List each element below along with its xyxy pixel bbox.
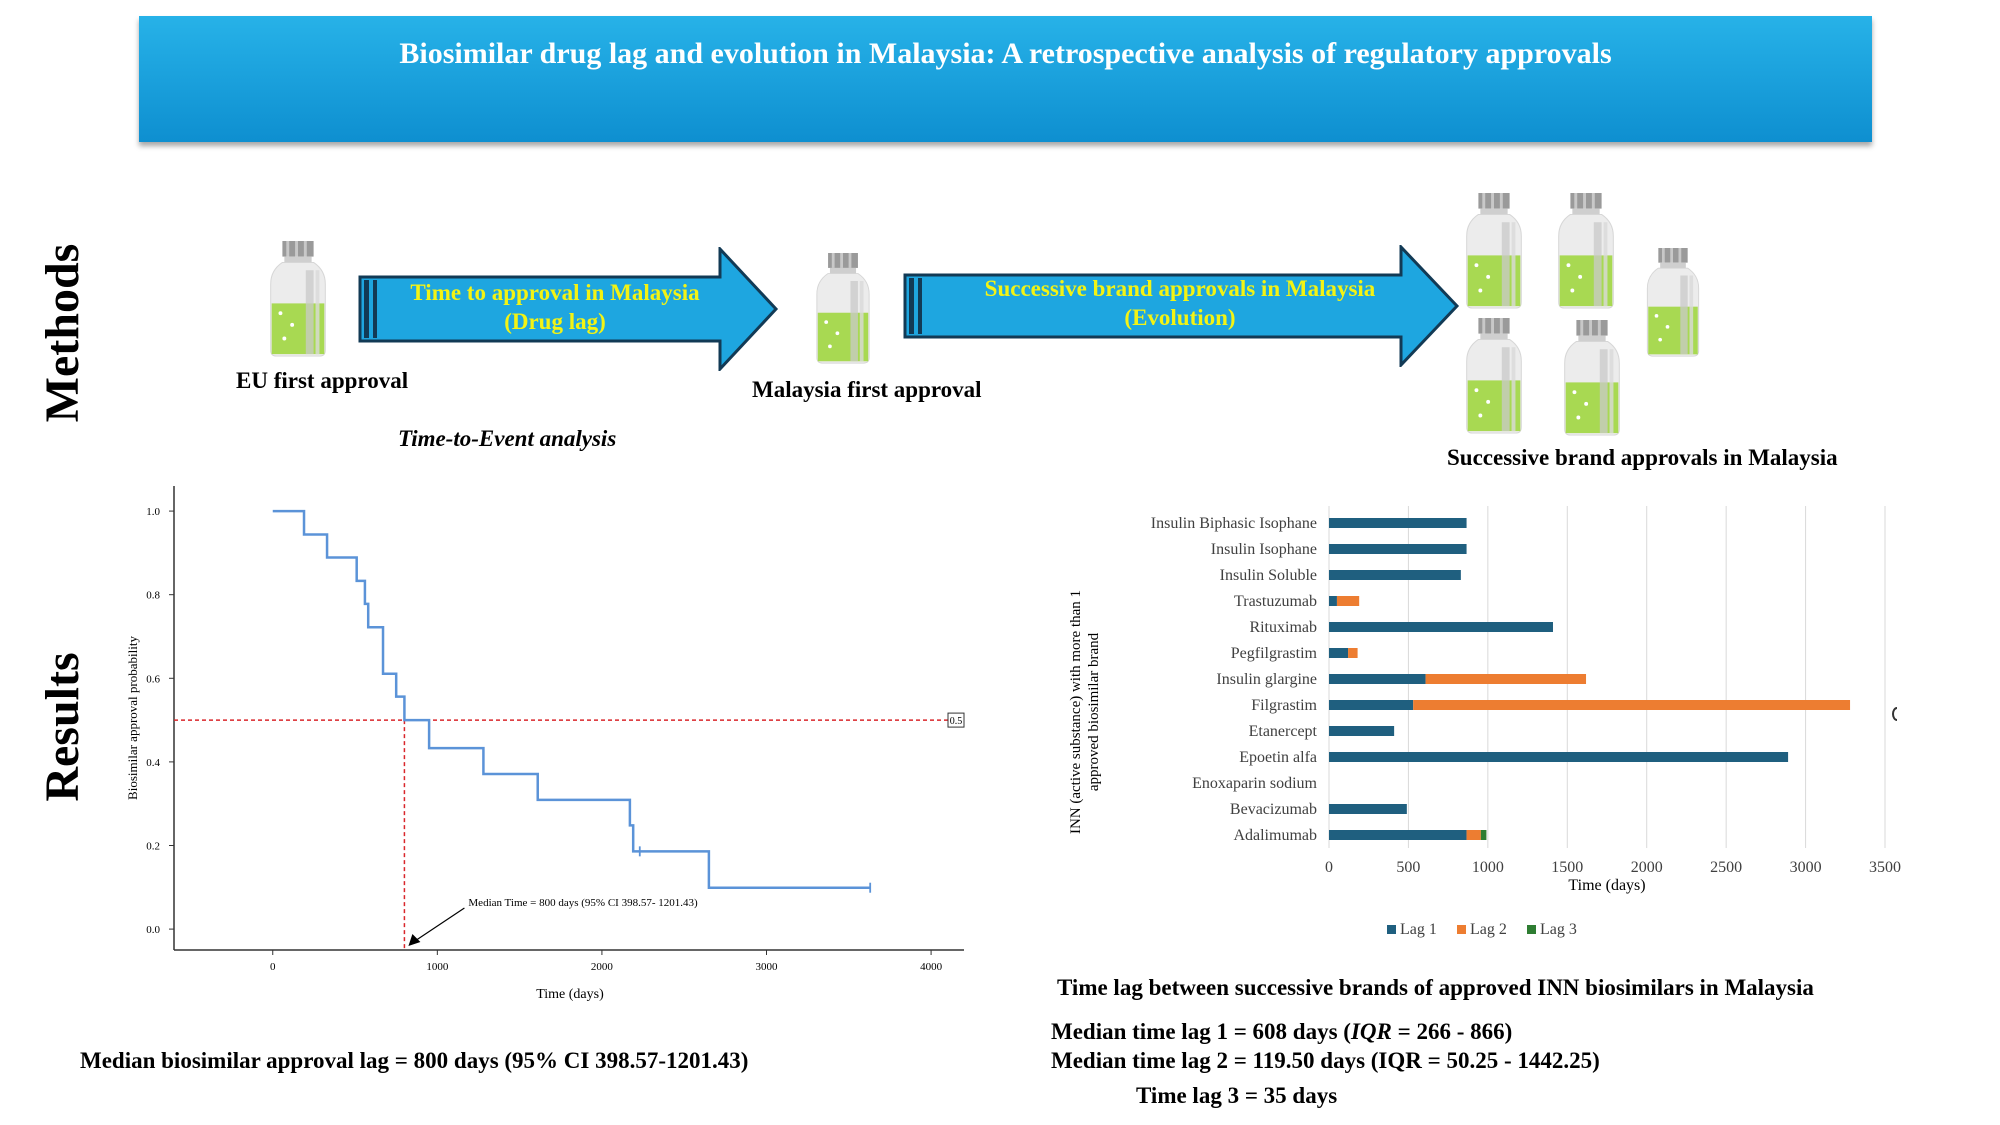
lag-legend: Lag 1 Lag 2 Lag 3 [1387, 921, 1577, 938]
evolution-arrow [903, 245, 1460, 367]
lag-bar-lag-1 [1329, 830, 1467, 840]
km-y-tick-label: 1.0 [146, 506, 160, 518]
km-x-axis-label: Time (days) [536, 987, 604, 1002]
lag-chart: 0 500 1000 1500 2000 2500 3000 3500 Insulin Bip… [1068, 506, 1901, 938]
lag-x-axis-label: Time (days) [1568, 877, 1645, 894]
lag-bar-lag-1 [1329, 570, 1461, 580]
lag-category-label: Insulin Isophane [1211, 541, 1317, 558]
eu-approval-vial-icon [266, 241, 330, 358]
lag-bar-lag-1 [1329, 804, 1407, 814]
km-median-annotation-arrowhead [408, 934, 421, 946]
lag-category-label: Insulin Soluble [1220, 567, 1317, 584]
time-to-event-label: Time-to-Event analysis [398, 426, 617, 451]
drug-lag-arrow-label: Time to approval in Malaysia (Drug lag) [410, 280, 700, 334]
lag-x-tick-label: 0 [1325, 859, 1333, 876]
lag-x-tick-label: 500 [1396, 859, 1420, 876]
lag-x-tick-label: 1500 [1551, 859, 1583, 876]
lag-x-tick-label: 1000 [1472, 859, 1504, 876]
methods-section-label: Methods [36, 243, 89, 423]
km-y-tick-label: 0.0 [146, 924, 160, 936]
lag-legend-label: Lag 1 [1400, 921, 1437, 938]
lag-bar-lag-2 [1466, 830, 1481, 840]
km-x-tick-label: 3000 [756, 961, 779, 973]
lag-bar-lag-1 [1329, 518, 1467, 528]
km-survival-curve [272, 509, 871, 889]
successive-vial-icon [1554, 193, 1618, 310]
lag-category-label: Adalimumab [1233, 827, 1317, 844]
km-median-annotation-pointer [416, 907, 465, 941]
lag-category-label: Etanercept [1249, 723, 1318, 740]
lag-category-label: Enoxaparin sodium [1192, 775, 1317, 792]
lag-bar-lag-1 [1329, 674, 1426, 684]
successive-vial-icon [1462, 193, 1526, 310]
lag-bar-lag-3 [1480, 830, 1487, 840]
lag-x-tick-label: 3000 [1790, 859, 1822, 876]
km-x-tick-label: 0 [270, 961, 276, 973]
svg-text:approved biosimilar brand: approved biosimilar brand [1086, 632, 1102, 791]
km-x-tick-label: 4000 [920, 961, 943, 973]
lag3-statement: Time lag 3 = 35 days [1136, 1083, 1338, 1108]
lag-chart-caption: Time lag between successive brands of ap… [1057, 975, 1814, 1000]
lag-category-label: Insulin glargine [1216, 671, 1317, 688]
lag-legend-swatch [1527, 925, 1536, 934]
lag-y-axis-label: INN (active substance) with more than 1 … [1068, 590, 1102, 834]
km-y-tick-label: 0.4 [146, 757, 160, 769]
km-y-axis-label: Biosimilar approval probability [125, 636, 140, 800]
median-lag1-statement: Median time lag 1 = 608 days (IQR = 266 … [1051, 1019, 1513, 1044]
lag-bar-lag-2 [1336, 596, 1360, 606]
km-x-tick-label: 1000 [426, 961, 449, 973]
lag-bar-lag-1 [1329, 648, 1349, 658]
successive-approvals-label: Successive brand approvals in Malaysia [1447, 445, 1838, 470]
lag-bar-lag-2 [1413, 700, 1851, 710]
lag-legend-label: Lag 2 [1470, 921, 1507, 938]
evolution-arrow-label: Successive brand approvals in Malaysia (… [984, 276, 1376, 330]
edge-mark-icon [1892, 707, 1898, 721]
lag-legend-label: Lag 3 [1540, 921, 1577, 938]
lag-category-label: Filgrastim [1251, 697, 1317, 714]
successive-vial-icon [1559, 320, 1625, 437]
lag-category-label: Insulin Biphasic Isophane [1151, 515, 1317, 532]
eu-first-approval-label: EU first approval [236, 368, 409, 393]
km-ref-label-box [947, 712, 965, 728]
km-y-tick-label: 0.2 [146, 840, 160, 852]
km-y-tick-label: 0.6 [146, 673, 160, 685]
lag-x-tick-label: 2000 [1631, 859, 1663, 876]
lag-x-tick-label: 3500 [1869, 859, 1901, 876]
median-lag-statement: Median biosimilar approval lag = 800 day… [80, 1048, 749, 1073]
km-x-tick-label: 2000 [591, 961, 614, 973]
results-section-label: Results [36, 652, 89, 802]
svg-text:INN (active substance) with mo: INN (active substance) with more than 1 [1068, 590, 1084, 834]
lag-category-label: Epoetin alfa [1239, 749, 1317, 766]
lag-x-tick-label: 2500 [1710, 859, 1742, 876]
successive-vial-icon [1641, 248, 1705, 358]
lag-bar-lag-1 [1329, 752, 1789, 762]
lag-bar-lag-1 [1329, 596, 1337, 606]
lag-legend-swatch [1387, 925, 1396, 934]
lag-category-label: Trastuzumab [1234, 593, 1317, 610]
lag-bar-lag-1 [1329, 622, 1553, 632]
km-median-annotation: Median Time = 800 days (95% CI 398.57- 1… [468, 897, 698, 909]
page-title: Biosimilar drug lag and evolution in Mal… [399, 37, 1612, 70]
malaysia-approval-vial-icon [813, 253, 873, 365]
lag-bar-lag-2 [1348, 648, 1358, 658]
lag-bar-lag-1 [1329, 700, 1414, 710]
drug-lag-arrow [358, 247, 779, 371]
median-lag2-statement: Median time lag 2 = 119.50 days (IQR = 5… [1051, 1048, 1600, 1073]
lag-category-label: Rituximab [1249, 619, 1317, 636]
malaysia-first-approval-label: Malaysia first approval [752, 377, 982, 402]
km-y-tick-label: 0.8 [146, 590, 160, 602]
lag-bar-lag-1 [1329, 726, 1395, 736]
km-chart: 0 1000 2000 3000 4000 0.0 0.2 0.4 0.6 0.8 1.0 0.5… [125, 486, 965, 1002]
lag-category-label: Pegfilgrastim [1231, 645, 1318, 662]
lag-category-label: Bevacizumab [1230, 801, 1317, 818]
lag-bar-lag-2 [1425, 674, 1587, 684]
lag-bar-lag-1 [1329, 544, 1467, 554]
title-banner: Biosimilar drug lag and evolution in Mal… [139, 16, 1872, 142]
successive-vial-icon [1462, 318, 1526, 435]
lag-legend-swatch [1457, 925, 1466, 934]
km-ref-label: 0.5 [950, 716, 963, 727]
